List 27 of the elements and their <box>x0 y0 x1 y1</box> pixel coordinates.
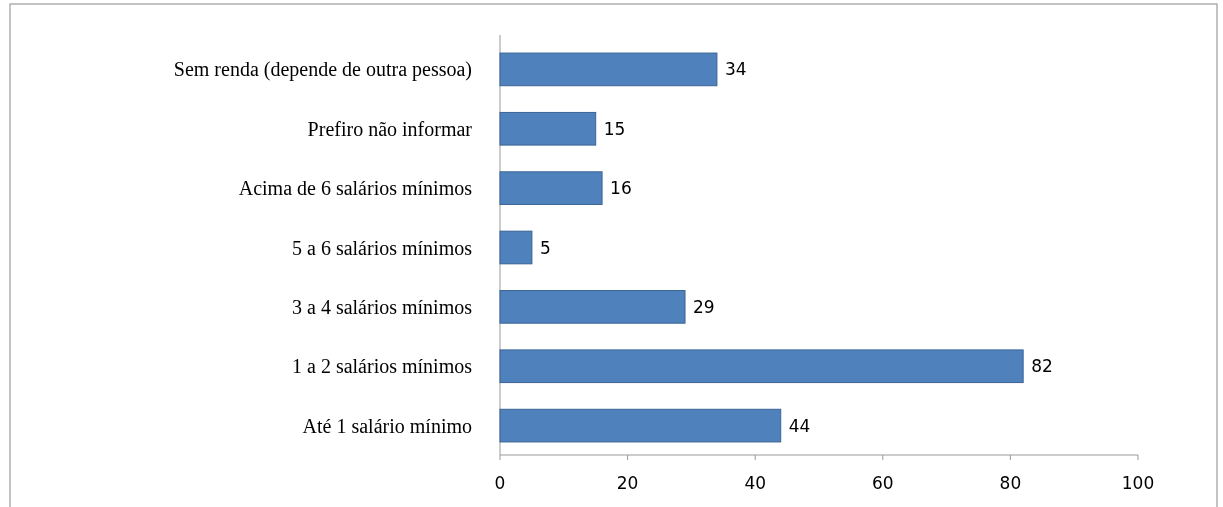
x-tick-label: 60 <box>871 473 894 493</box>
y-tick-label: Sem renda (depende de outra pessoa) <box>173 58 472 82</box>
data-label: 5 <box>539 237 551 258</box>
bar <box>499 290 686 324</box>
bar <box>499 349 1024 384</box>
bar <box>499 111 597 146</box>
x-tick-label: 100 <box>1121 473 1155 493</box>
data-label: 15 <box>603 118 626 139</box>
data-label: 16 <box>610 178 632 199</box>
y-tick-label: 3 a 4 salários mínimos <box>292 295 473 318</box>
y-tick-label: Acima de 6 salários mínimos <box>238 177 473 200</box>
data-label: 82 <box>1031 356 1053 377</box>
y-tick-label: 5 a 6 salários mínimos <box>292 236 473 259</box>
y-tick-label: Prefiro não informar <box>307 117 473 140</box>
x-tick-label: 20 <box>616 473 639 493</box>
data-label: 44 <box>788 415 811 436</box>
x-tick-label: 40 <box>744 473 767 493</box>
bar <box>499 230 533 265</box>
y-tick-label: Até 1 salário mínimo <box>302 414 472 437</box>
bar <box>499 171 603 205</box>
bar <box>499 408 782 443</box>
data-label: 29 <box>693 296 715 317</box>
bar <box>499 52 718 87</box>
y-tick-label: 1 a 2 salários mínimos <box>292 355 473 378</box>
x-tick-label: 80 <box>999 473 1022 493</box>
data-label: 34 <box>724 59 747 80</box>
x-tick-label: 0 <box>494 473 506 493</box>
